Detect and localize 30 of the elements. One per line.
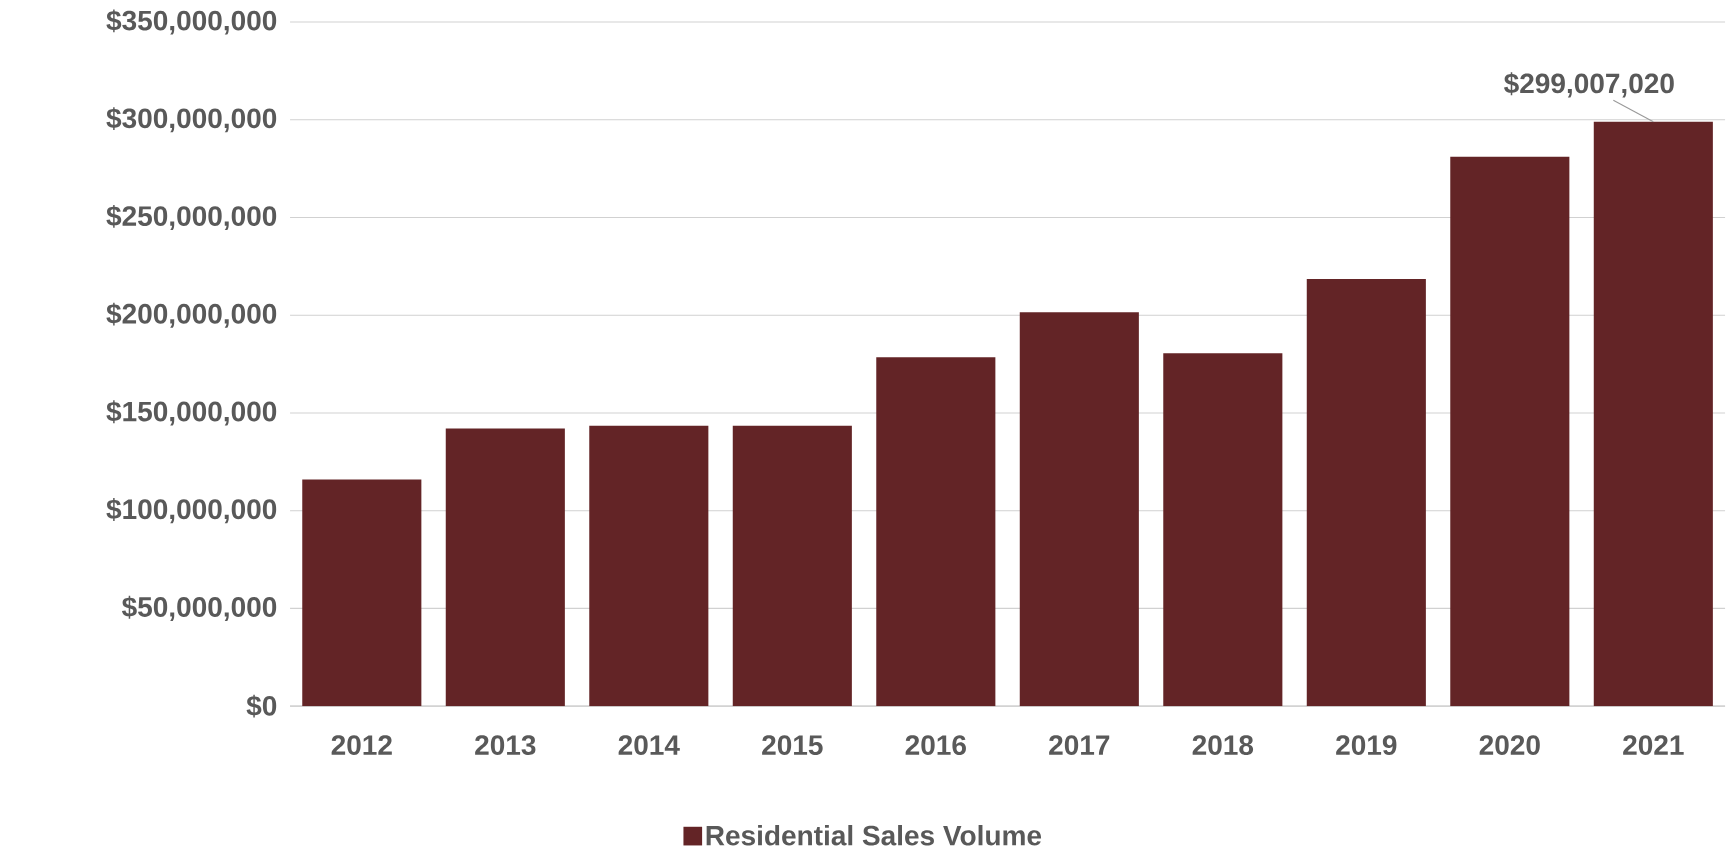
x-tick-label: 2012 [331,735,392,756]
x-tick-label: 2013 [475,735,536,756]
x-tick-label: 2020 [1479,735,1540,756]
bar [732,425,852,707]
y-tick-label: $150,000,000 [106,400,277,426]
x-tick-label: 2015 [762,735,823,756]
x-tick-label: 2018 [1192,735,1254,756]
y-tick-label: $200,000,000 [106,302,277,328]
y-tick-label: $250,000,000 [106,205,277,231]
bar [1593,121,1713,707]
y-tick-label: $0 [246,694,277,718]
bar [302,479,422,707]
y-tick-label: $100,000,000 [106,498,277,524]
bar [1163,353,1283,707]
y-tick-label: $300,000,000 [106,107,277,133]
bar [1019,312,1139,707]
bar [1306,279,1426,707]
x-tick-label: 2014 [618,735,680,756]
legend-label: Residential Sales Volume [706,825,1042,846]
bar [876,357,996,707]
x-tick-label: 2017 [1049,735,1110,756]
annotation: $299,007,020 [1504,72,1674,98]
bar [445,428,565,707]
y-tick-label: $350,000,000 [106,9,277,35]
x-tick-label: 2021 [1623,735,1684,756]
bar [1450,157,1570,707]
x-tick-label: 2016 [905,735,966,756]
bar [589,425,709,707]
x-tick-label: 2019 [1336,735,1397,756]
y-tick-label: $50,000,000 [121,596,277,622]
